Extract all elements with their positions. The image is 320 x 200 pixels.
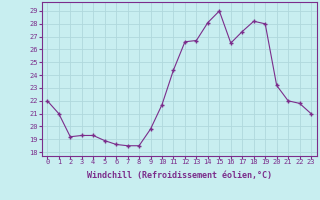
X-axis label: Windchill (Refroidissement éolien,°C): Windchill (Refroidissement éolien,°C) <box>87 171 272 180</box>
